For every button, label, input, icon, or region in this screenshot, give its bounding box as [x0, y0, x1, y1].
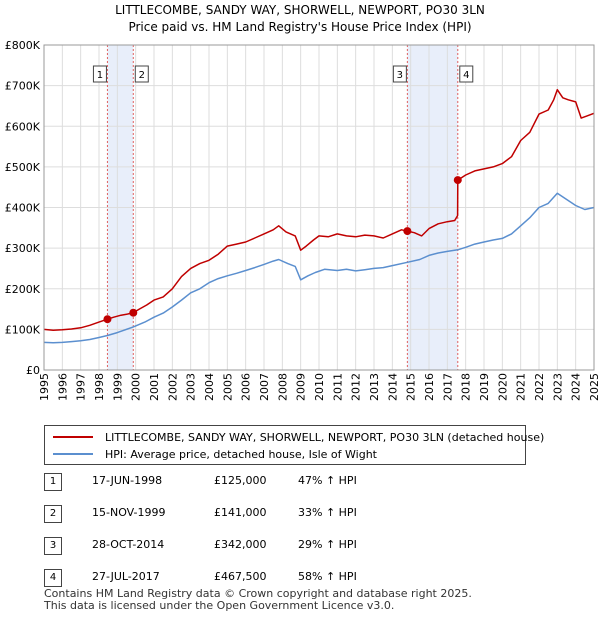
- x-tick-label: 2010: [313, 373, 326, 401]
- chart-title-line1: LITTLECOMBE, SANDY WAY, SHORWELL, NEWPOR…: [115, 3, 485, 17]
- y-tick-label: £300K: [5, 242, 41, 255]
- x-tick-label: 2016: [423, 373, 436, 401]
- legend-item-property: LITTLECOMBE, SANDY WAY, SHORWELL, NEWPOR…: [53, 428, 544, 446]
- sale-date: 27-JUL-2017: [92, 570, 160, 583]
- x-tick-label: 1998: [93, 373, 106, 401]
- y-tick-label: £700K: [5, 80, 41, 93]
- footer-attribution: Contains HM Land Registry data © Crown c…: [44, 588, 472, 612]
- x-tick-label: 2004: [203, 373, 216, 401]
- sale-price: £125,000: [214, 474, 267, 487]
- sale-point: [103, 315, 112, 324]
- x-tick-label: 2013: [368, 373, 381, 401]
- footer-line-licence: This data is licensed under the Open Gov…: [44, 599, 395, 612]
- sale-number-badge: 2: [44, 505, 62, 523]
- sale-badge-label: 2: [139, 70, 145, 81]
- sale-badge: 3: [392, 65, 407, 83]
- x-tick-label: 2017: [441, 373, 454, 401]
- sale-point: [453, 176, 462, 185]
- sale-badge-label: 4: [463, 70, 469, 81]
- sale-date: 28-OCT-2014: [92, 538, 165, 551]
- sale-number-badge: 3: [44, 537, 62, 555]
- footer-line-copyright: Contains HM Land Registry data © Crown c…: [44, 587, 472, 600]
- legend-swatch-property: [53, 436, 93, 438]
- x-tick-label: 1995: [38, 373, 51, 401]
- sale-badge-box: [459, 65, 474, 83]
- x-tick-label: 2007: [258, 373, 271, 401]
- hpi-line: [43, 192, 595, 344]
- sale-price: £467,500: [214, 570, 267, 583]
- x-tick-label: 1997: [75, 373, 88, 401]
- y-tick-label: £200K: [5, 283, 41, 296]
- sale-point: [129, 308, 138, 317]
- x-tick-label: 2006: [240, 373, 253, 401]
- x-tick-label: 2021: [515, 373, 528, 401]
- x-tick-label: 2000: [130, 373, 143, 401]
- sale-date: 17-JUN-1998: [92, 474, 163, 487]
- x-tick-label: 2015: [405, 373, 418, 401]
- x-tick-label: 2012: [350, 373, 363, 401]
- sale-hpi-change: 47% ↑ HPI: [298, 474, 357, 487]
- x-tick-label: 2001: [148, 373, 161, 401]
- legend-label-property: LITTLECOMBE, SANDY WAY, SHORWELL, NEWPOR…: [105, 430, 545, 444]
- sale-row: 4 27-JUL-2017 £467,500 58% ↑ HPI: [44, 568, 564, 588]
- sale-hpi-change: 29% ↑ HPI: [298, 538, 357, 551]
- chart-legend: LITTLECOMBE, SANDY WAY, SHORWELL, NEWPOR…: [44, 425, 544, 465]
- legend-swatch-hpi: [53, 453, 93, 455]
- sale-badge: 1: [92, 65, 107, 83]
- x-tick-label: 2024: [570, 373, 583, 401]
- sale-badge-label: 1: [97, 70, 103, 81]
- x-tick-label: 2025: [588, 373, 600, 401]
- sale-row: 1 17-JUN-1998 £125,000 47% ↑ HPI: [44, 472, 564, 492]
- property-price-line: [43, 88, 595, 331]
- sale-number-badge: 1: [44, 473, 62, 491]
- sale-badge-box: [92, 65, 107, 83]
- sale-price: £141,000: [214, 506, 267, 519]
- legend-item-hpi: HPI: Average price, detached house, Isle…: [53, 445, 377, 463]
- y-tick-label: £800K: [5, 39, 41, 52]
- x-tick-label: 2019: [478, 373, 491, 401]
- x-tick-label: 1996: [56, 373, 69, 401]
- price-chart: LITTLECOMBE, SANDY WAY, SHORWELL, NEWPOR…: [5, 3, 600, 401]
- x-tick-label: 2023: [551, 373, 564, 401]
- sale-price: £342,000: [214, 538, 267, 551]
- x-tick-label: 2018: [460, 373, 473, 401]
- chart-title-line2: Price paid vs. HM Land Registry's House …: [128, 20, 471, 34]
- sale-row: 3 28-OCT-2014 £342,000 29% ↑ HPI: [44, 536, 564, 556]
- x-tick-label: 2003: [185, 373, 198, 401]
- y-tick-label: £0: [26, 364, 40, 377]
- sale-date: 15-NOV-1999: [92, 506, 166, 519]
- sale-hpi-change: 33% ↑ HPI: [298, 506, 357, 519]
- x-tick-label: 2002: [166, 373, 179, 401]
- sale-row: 2 15-NOV-1999 £141,000 33% ↑ HPI: [44, 504, 564, 524]
- y-tick-label: £500K: [5, 161, 41, 174]
- sale-badge: 4: [459, 65, 474, 83]
- sale-point: [403, 227, 412, 236]
- sale-badge-box: [392, 65, 407, 83]
- sale-badge-label: 3: [397, 70, 403, 81]
- x-tick-label: 2014: [386, 373, 399, 401]
- sale-number-badge: 4: [44, 569, 62, 587]
- x-tick-label: 2022: [533, 373, 546, 401]
- x-tick-label: 2009: [295, 373, 308, 401]
- y-tick-label: £600K: [5, 120, 41, 133]
- sale-badge-box: [134, 65, 149, 83]
- plot-frame: [43, 44, 595, 371]
- legend-label-hpi: HPI: Average price, detached house, Isle…: [105, 447, 377, 461]
- x-tick-label: 1999: [111, 373, 124, 401]
- y-tick-label: £100K: [5, 323, 41, 336]
- x-tick-label: 2020: [496, 373, 509, 401]
- sale-badge: 2: [134, 65, 149, 83]
- x-tick-label: 2011: [331, 373, 344, 401]
- y-tick-label: £400K: [5, 202, 41, 215]
- x-tick-label: 2008: [276, 373, 289, 401]
- sale-hpi-change: 58% ↑ HPI: [298, 570, 357, 583]
- x-tick-label: 2005: [221, 373, 234, 401]
